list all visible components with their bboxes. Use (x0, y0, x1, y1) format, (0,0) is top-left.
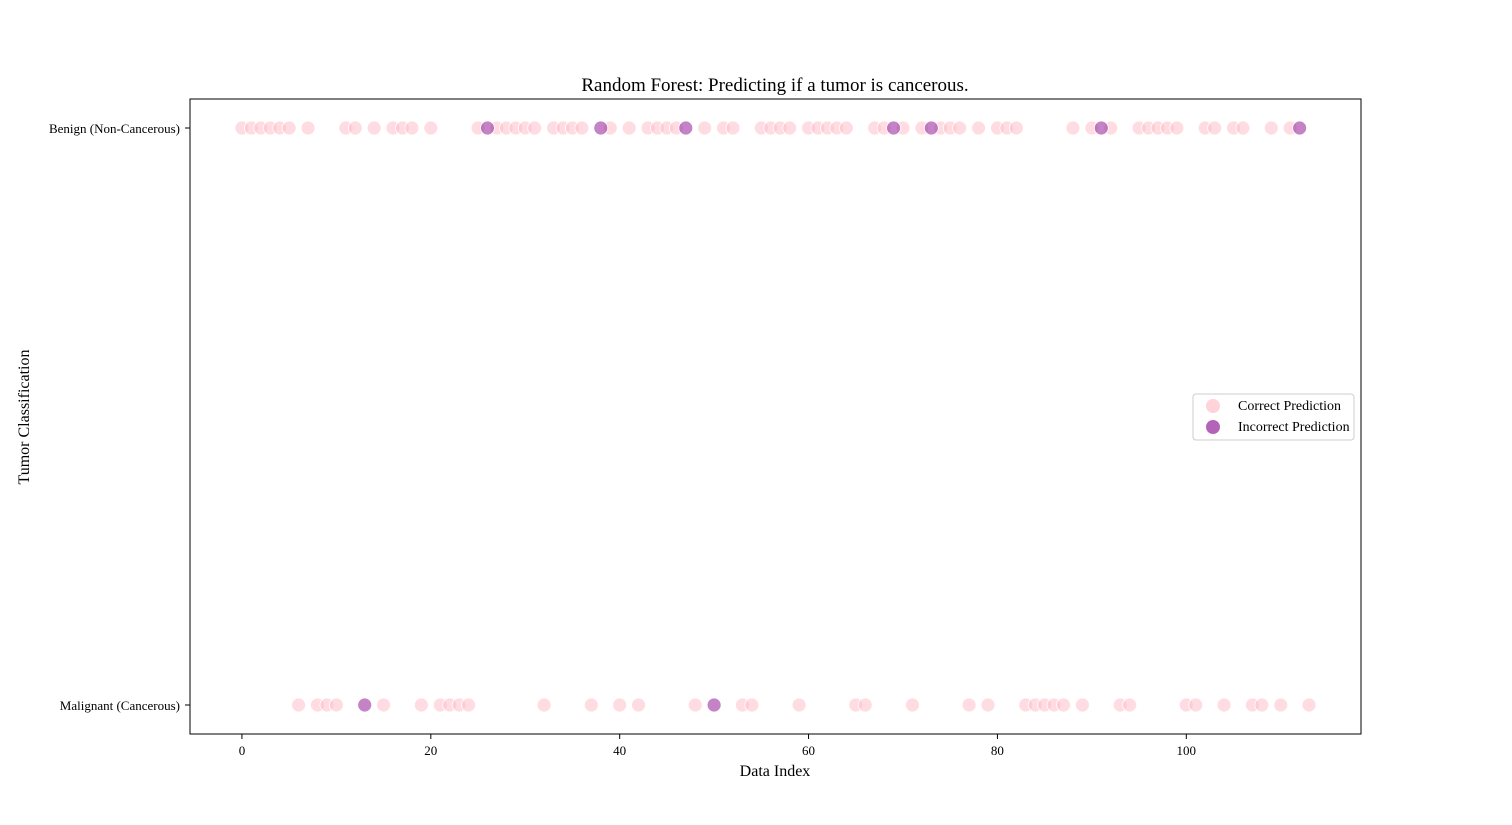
x-tick-label: 0 (239, 743, 246, 758)
point-correct (687, 697, 703, 713)
legend-marker-incorrect (1206, 420, 1220, 434)
point-correct (1207, 120, 1223, 136)
point-correct (423, 120, 439, 136)
legend-box (1192, 393, 1355, 441)
point-incorrect (923, 120, 939, 136)
point-incorrect (357, 697, 373, 713)
point-correct (328, 697, 344, 713)
point-correct (536, 697, 552, 713)
point-correct (1056, 697, 1071, 713)
x-tick-label: 80 (991, 743, 1004, 758)
y-axis-ticks: Benign (Non-Cancerous) Malignant (Cancero… (49, 121, 190, 713)
point-incorrect (1292, 120, 1308, 136)
point-correct (1188, 697, 1204, 713)
x-tick-label: 20 (424, 743, 437, 758)
x-tick-label: 40 (613, 743, 626, 758)
data-points (234, 120, 1317, 713)
point-correct (291, 697, 307, 713)
point-correct (574, 120, 590, 136)
point-correct (1065, 120, 1081, 136)
point-incorrect (678, 120, 694, 136)
point-correct (347, 120, 363, 136)
point-correct (583, 697, 599, 713)
point-correct (404, 120, 420, 136)
point-correct (300, 120, 316, 136)
point-correct (744, 697, 760, 713)
point-correct (697, 120, 713, 136)
point-correct (281, 120, 297, 136)
legend-marker-correct (1206, 399, 1220, 413)
point-correct (905, 697, 920, 713)
point-correct (725, 120, 741, 136)
point-correct (1273, 697, 1289, 713)
plot-frame (189, 98, 1362, 735)
legend-label-correct: Correct Prediction (1238, 399, 1341, 414)
point-correct (376, 697, 391, 713)
y-axis-label: Tumor Classification (16, 350, 33, 485)
point-correct (1301, 697, 1317, 713)
point-correct (621, 120, 637, 136)
legend-label-incorrect: Incorrect Prediction (1238, 420, 1350, 435)
point-correct (952, 120, 968, 136)
point-correct (1254, 697, 1270, 713)
x-axis-ticks: 0 20 40 60 80 100 (239, 734, 1196, 758)
point-correct (857, 697, 873, 713)
point-correct (1169, 120, 1185, 136)
point-incorrect (480, 120, 495, 136)
point-correct (527, 120, 543, 136)
point-correct (980, 697, 996, 713)
point-correct (791, 697, 807, 713)
point-correct (838, 120, 854, 136)
point-correct (461, 697, 476, 713)
point-correct (1263, 120, 1279, 136)
point-correct (782, 120, 798, 136)
point-correct (1122, 697, 1138, 713)
point-correct (413, 697, 429, 713)
point-correct (366, 120, 382, 136)
point-correct (1235, 120, 1251, 136)
point-correct (961, 697, 977, 713)
x-tick-label: 60 (802, 743, 815, 758)
x-axis-label: Data Index (740, 763, 811, 780)
point-correct (631, 697, 646, 713)
point-correct (1008, 120, 1024, 136)
point-correct (1216, 697, 1232, 713)
point-incorrect (886, 120, 901, 136)
y-tick-label: Malignant (Cancerous) (60, 698, 180, 713)
y-tick-label: Benign (Non-Cancerous) (49, 121, 180, 136)
legend: Correct Prediction Incorrect Prediction (1192, 393, 1355, 441)
point-incorrect (593, 120, 609, 136)
point-incorrect (1093, 120, 1109, 136)
chart-title: Random Forest: Predicting if a tumor is … (581, 75, 968, 96)
point-incorrect (706, 697, 722, 713)
point-correct (971, 120, 986, 136)
point-correct (612, 697, 628, 713)
point-correct (1075, 697, 1090, 713)
x-tick-label: 100 (1177, 743, 1197, 758)
